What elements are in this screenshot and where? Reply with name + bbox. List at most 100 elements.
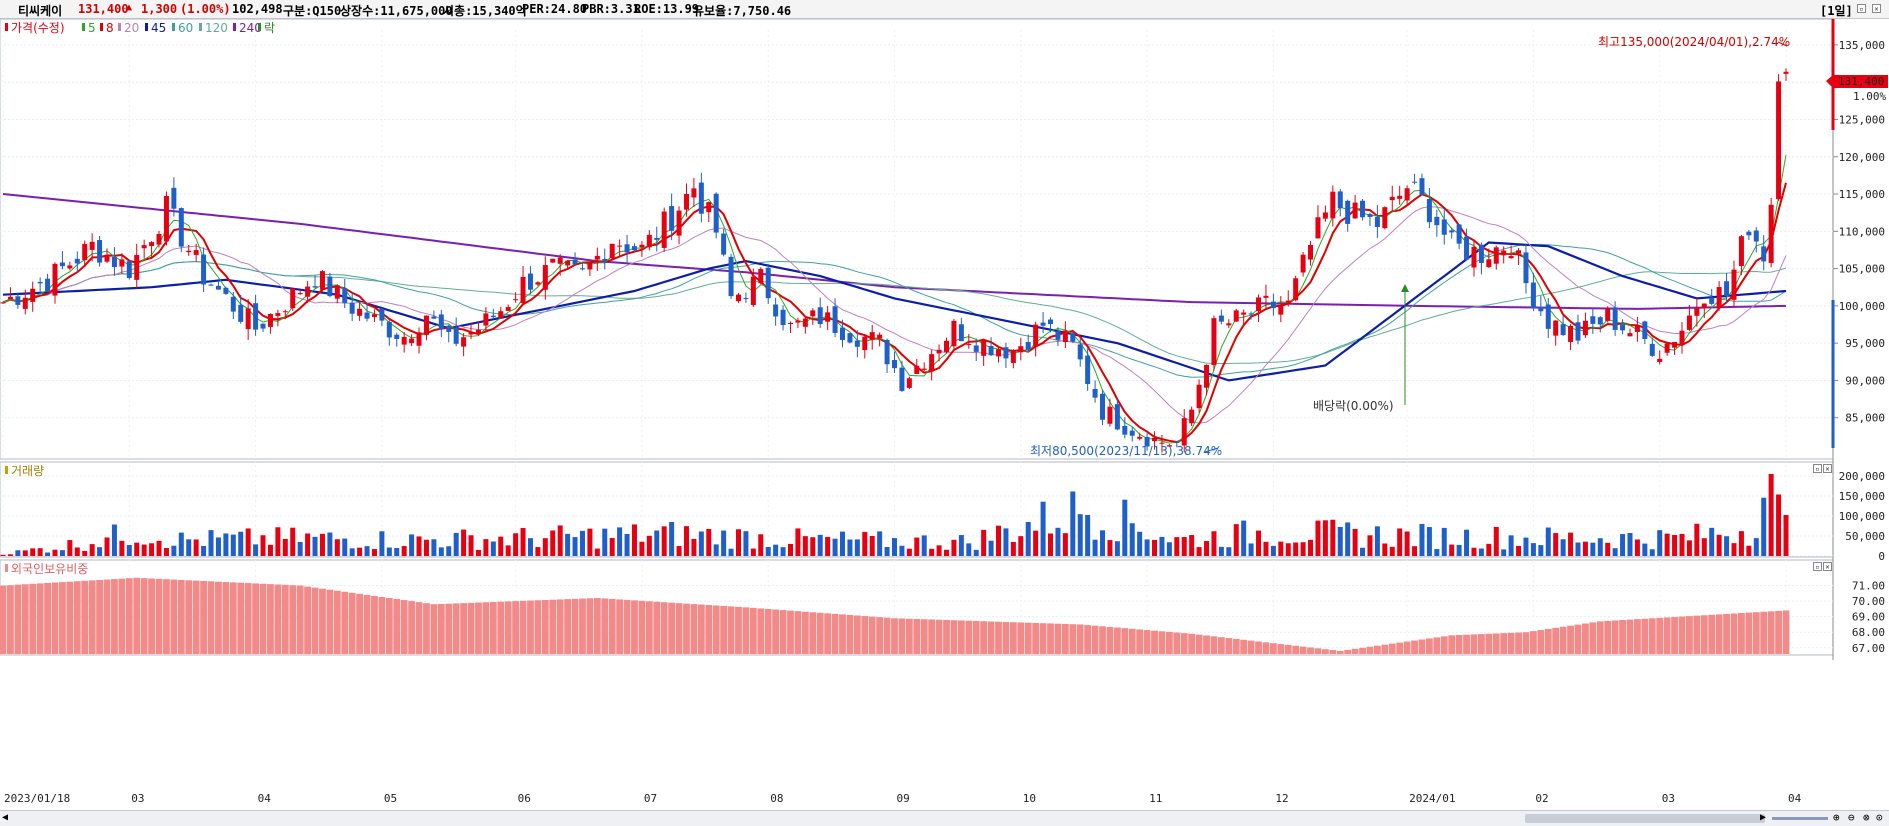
- x-tick-label: 06: [518, 792, 531, 805]
- foreign-bar: [1708, 614, 1716, 654]
- foreign-bar: [972, 620, 980, 654]
- volume-bar: [1159, 536, 1165, 556]
- volume-bar: [1642, 543, 1648, 556]
- foreign-bar: [883, 617, 891, 654]
- volume-bar: [862, 531, 868, 556]
- foreign-bar: [207, 581, 215, 654]
- volume-bar: [1270, 545, 1276, 556]
- close-icon[interactable]: ✕: [1872, 4, 1881, 13]
- candle-body: [1033, 324, 1039, 347]
- zoom-out-icon[interactable]: ⊖: [1848, 811, 1855, 824]
- volume-bar: [1545, 527, 1551, 556]
- zoom-reset-icon[interactable]: ⊗: [1863, 811, 1870, 824]
- candle-body: [594, 255, 600, 260]
- volume-bar: [542, 538, 548, 556]
- x-tick-label: 05: [384, 792, 397, 805]
- volume-bar: [1018, 536, 1024, 556]
- foreign-bar: [1619, 620, 1626, 654]
- volume-bar: [951, 539, 957, 556]
- volume-bar: [854, 539, 860, 556]
- candle-body: [973, 345, 979, 352]
- candle-body: [1449, 230, 1455, 233]
- foreign-bar: [1671, 616, 1678, 654]
- foreign-bar: [965, 620, 973, 654]
- scroll-thumb[interactable]: [1525, 814, 1765, 823]
- volume-bar: [193, 539, 199, 556]
- candle-body: [1530, 282, 1536, 309]
- price-tick-label: 125,000: [1839, 113, 1885, 126]
- volume-bar: [958, 535, 964, 556]
- foreign-bar: [1158, 631, 1166, 654]
- scroll-right-icon[interactable]: ▶: [1760, 812, 1767, 823]
- zoom-in-icon[interactable]: ⊕: [1833, 811, 1840, 824]
- candle-body: [1196, 384, 1202, 409]
- candle-body: [1761, 246, 1767, 262]
- foreign-bar: [1061, 623, 1069, 654]
- volume-bar: [1709, 527, 1715, 556]
- candle-body: [1553, 320, 1559, 336]
- candle-body: [1114, 404, 1120, 430]
- foreign-bar: [489, 601, 497, 654]
- foreign-bar: [1596, 621, 1604, 654]
- foreign-bar: [980, 621, 988, 654]
- scroll-left-icon[interactable]: ◀: [2, 812, 9, 823]
- candle-body: [386, 321, 392, 338]
- volume-bar: [349, 548, 355, 556]
- candle-body: [401, 336, 407, 345]
- foreign-bar: [267, 584, 274, 654]
- candle-body: [1152, 437, 1158, 442]
- last-price-pointer-icon: [1826, 75, 1833, 88]
- period-label[interactable]: [1일]: [1820, 4, 1853, 18]
- foreign-tick-label: 68.00: [1852, 626, 1885, 639]
- foreign-bar: [259, 583, 267, 654]
- volume-bar: [698, 531, 704, 556]
- candle-body: [1516, 250, 1522, 254]
- zoom-slider[interactable]: [1772, 817, 1828, 820]
- foreign-minimize-icon[interactable]: ▫: [1813, 562, 1822, 571]
- candle-body: [30, 288, 36, 302]
- volume-bar: [676, 546, 682, 556]
- volume-bar: [617, 527, 623, 556]
- stock-name[interactable]: 티씨케이: [18, 4, 63, 18]
- candle-body: [1486, 259, 1492, 268]
- volume-minimize-icon[interactable]: ▫: [1813, 464, 1822, 473]
- candle-body: [342, 288, 348, 303]
- foreign-bar: [148, 578, 155, 654]
- zoom-fit-icon[interactable]: ⊙: [1876, 811, 1883, 824]
- candle-body: [698, 182, 704, 214]
- foreign-bar: [957, 620, 965, 654]
- foreign-bar: [1760, 611, 1768, 654]
- candle-body: [1352, 202, 1358, 219]
- candle-body: [669, 206, 675, 231]
- volume-bar: [1501, 549, 1507, 556]
- foreign-close-icon[interactable]: ✕: [1823, 562, 1832, 571]
- foreign-bar: [475, 602, 482, 654]
- volume-bars: [0, 474, 1789, 556]
- candle-body: [1211, 318, 1217, 365]
- candle-body: [1657, 358, 1663, 362]
- candle-body: [765, 267, 771, 299]
- volume-bar: [67, 540, 73, 556]
- candle-body: [1441, 219, 1447, 235]
- candle-body: [171, 187, 177, 209]
- ma120-legend: 120: [205, 21, 228, 35]
- foreign-bar: [1544, 628, 1552, 654]
- volume-bar: [1367, 535, 1373, 556]
- candle-body: [869, 332, 875, 340]
- volume-bar: [1174, 537, 1180, 556]
- volume-close-icon[interactable]: ✕: [1823, 464, 1832, 473]
- candle-body: [1300, 254, 1306, 273]
- candle-body: [1575, 322, 1581, 341]
- foreign-bar: [1396, 642, 1404, 654]
- minimize-icon[interactable]: ▫: [1857, 4, 1866, 13]
- volume-bar: [639, 541, 645, 556]
- volume-bar: [89, 544, 95, 556]
- foreign-bar: [1024, 622, 1032, 654]
- volume-bar: [15, 550, 21, 556]
- horizontal-scrollbar[interactable]: ◀ ▶ ⊕ ⊖ ⊗ ⊙: [0, 810, 1889, 826]
- volume-bar: [721, 530, 727, 556]
- volume-bar: [1657, 530, 1663, 556]
- foreign-bar: [1121, 628, 1129, 654]
- volume-bar: [565, 533, 571, 556]
